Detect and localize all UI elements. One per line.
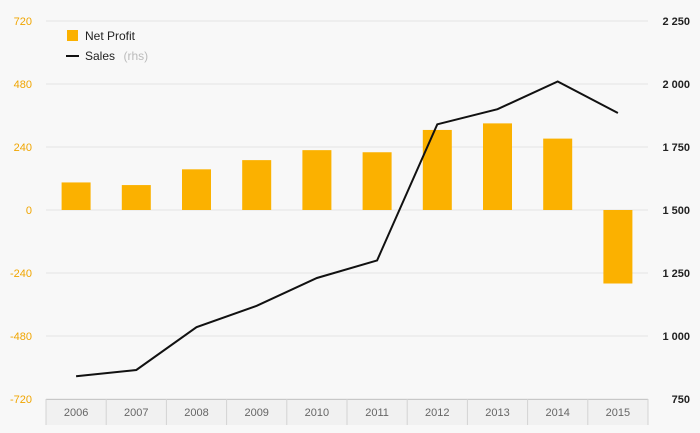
right-tick-label: 1 750 [662,142,690,154]
x-tick-label: 2013 [485,407,509,419]
x-tick-label: 2014 [545,407,569,419]
bar-2011 [362,152,392,210]
right-tick-label: 750 [672,394,690,406]
x-tick-label: 2015 [606,407,630,419]
bar-2015 [603,210,633,284]
left-tick-label: 240 [14,142,32,154]
x-axis: 2006 2007 2008 2009 2010 2011 2012 2013 2014 2015 [45,399,649,425]
bar-2010 [302,150,332,210]
left-tick-label: -480 [10,331,32,343]
right-tick-label: 2 000 [662,79,690,91]
x-tick-label: 2008 [184,407,208,419]
bar-2007 [121,185,151,210]
right-tick-label: 2 250 [662,16,690,28]
bar-2013 [483,123,512,210]
bar-2008 [182,169,211,210]
left-tick-label: 0 [26,205,32,217]
svg-text:Sales (rhs): Sales (rhs) [85,47,148,64]
bar-2009 [242,160,272,210]
legend-label-sales-suffix: (rhs) [123,49,148,63]
left-tick-label: -720 [10,394,32,406]
left-tick-label: 480 [14,79,32,91]
bar-2012 [422,129,452,210]
right-axis-ticks: 2 250 2 000 1 750 1 500 1 250 1 000 750 [662,16,690,406]
x-tick-label: 2009 [244,407,268,419]
x-tick-label: 2011 [365,407,389,419]
legend-swatch-net-profit [67,30,78,41]
legend-label-sales: Sales [85,49,115,63]
left-axis-ticks: 720 480 240 0 -240 -480 -720 [10,16,32,406]
bar-2014 [543,138,573,210]
right-tick-label: 1 500 [662,205,690,217]
net-profit-bars [61,123,633,284]
x-tick-label: 2010 [305,407,329,419]
legend-label-net-profit: Net Profit [85,29,136,43]
bar-2006 [61,182,91,210]
left-tick-label: 720 [14,16,32,28]
right-tick-label: 1 250 [662,268,690,280]
right-tick-label: 1 000 [662,331,690,343]
legend: Net Profit Sales (rhs) [66,29,148,64]
x-tick-label: 2007 [124,407,148,419]
left-tick-label: -240 [10,268,32,280]
x-tick-label: 2006 [64,407,88,419]
sales-line [75,80,619,378]
x-tick-label: 2012 [425,407,449,419]
